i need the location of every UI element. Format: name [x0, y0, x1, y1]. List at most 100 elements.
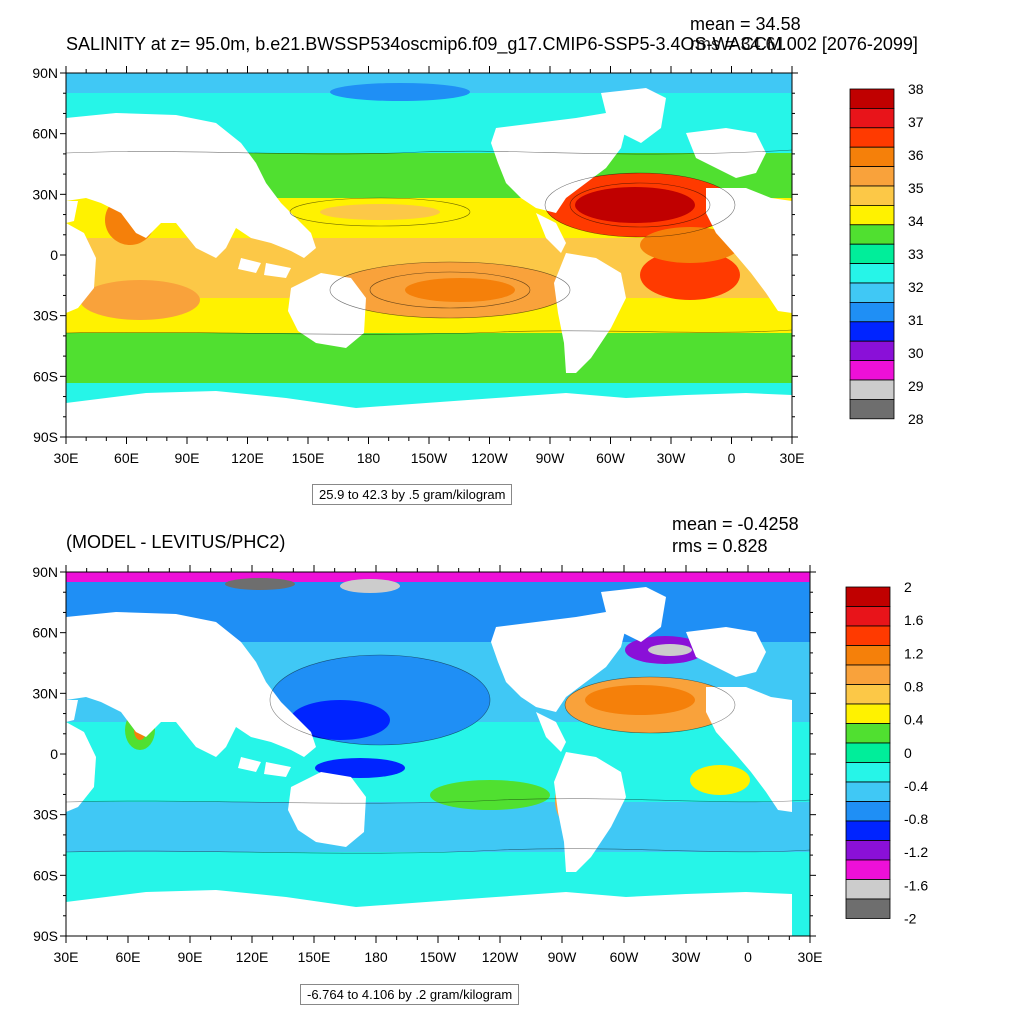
panel1-title: SALINITY at z= 95.0m, b.e21.BWSSP534oscm…	[66, 34, 918, 54]
panel1-colorbar-label: 37	[908, 114, 924, 130]
panel2-colorbar: 2 1.6 1.2 0.8 0.4 0 -0.4 -0.8 -1.2 -1.6 -2	[845, 579, 928, 927]
panel2-lon-label: 30E	[798, 949, 823, 965]
panel2-axes: 90N 60N 30N 0 30S 60S 90S 30E 60E 90E 120E 150E 180 1…	[32, 564, 822, 965]
panel1-mean: mean = 34.58	[690, 14, 801, 34]
panel2-lat-label: 60S	[33, 867, 58, 883]
panel1-lat-label: 0	[50, 247, 58, 263]
panel2-lat-label: 30N	[32, 685, 58, 701]
panel2-title: (MODEL - LEVITUS/PHC2)	[66, 532, 286, 552]
panel1-colorbar-swatch	[849, 321, 895, 342]
panel1-lon-label: 120E	[231, 450, 264, 466]
panel1-colorbar-swatch	[849, 360, 895, 381]
panel1-lat-label: 60S	[33, 368, 58, 384]
panel2-lon-label: 120W	[482, 949, 519, 965]
panel1-colorbar-label: 31	[908, 312, 924, 328]
panel2-colorbar-swatch	[845, 586, 891, 607]
panel2-lat-label: 60N	[32, 625, 58, 641]
panel1-map	[66, 73, 792, 437]
panel2-colorbar-label: 0.4	[904, 712, 924, 728]
panel1-lat-label: 30S	[33, 308, 58, 324]
panel1-lat-label: 60N	[32, 126, 58, 142]
panel2-rms: rms = 0.828	[672, 536, 768, 556]
panel2-colorbar-label: -1.6	[904, 877, 928, 893]
panel2-colorbar-swatch	[845, 840, 891, 861]
panel2-colorbar-swatch	[845, 684, 891, 705]
panel2-colorbar-swatch	[845, 645, 891, 666]
panel1-lon-label: 30W	[657, 450, 687, 466]
panel1-lon-label: 30E	[780, 450, 805, 466]
panel1-colorbar-swatch	[849, 204, 895, 226]
panel1-lon-label: 90E	[175, 450, 200, 466]
panel2-colorbar-label: -2	[904, 911, 917, 927]
panel1-colorbar-swatch	[849, 108, 895, 129]
panel2-lon-label: 90W	[548, 949, 578, 965]
panel2-colorbar-label: 1.6	[904, 612, 924, 628]
panel2-colorbar-label: -1.2	[904, 844, 928, 860]
panel1-colorbar-label: 36	[908, 147, 924, 163]
panel1-contour-note: 25.9 to 42.3 by .5 gram/kilogram	[312, 484, 513, 505]
panel1-colorbar-label: 34	[908, 213, 924, 229]
panel1-colorbar-label: 29	[908, 378, 924, 394]
panel1-colorbar-swatch	[849, 185, 895, 206]
panel1-colorbar-swatch	[849, 127, 895, 148]
panel2-colorbar-swatch	[845, 742, 891, 763]
panel2-colorbar-label: -0.4	[904, 778, 928, 794]
panel2-lat-label: 0	[50, 746, 58, 762]
panel1-colorbar-swatch	[849, 282, 895, 303]
panel1-colorbar-swatch	[849, 243, 895, 264]
panel1-colorbar-swatch	[849, 263, 895, 284]
panel2-lon-label: 60E	[116, 949, 141, 965]
panel2-lon-label: 30W	[672, 949, 702, 965]
panel2-colorbar-swatch	[845, 664, 891, 685]
panel2-colorbar-swatch	[845, 801, 891, 822]
panel2-colorbar-label: -0.8	[904, 811, 928, 827]
panel1-colorbar-swatch	[849, 146, 895, 167]
panel1-axes: 90N 60N 30N 0 30S 60S 90S 30E 60E 90E 120E 150E 180 1…	[32, 65, 804, 466]
panel2-lat-label: 90N	[32, 564, 58, 580]
panel2-colorbar-label: 1.2	[904, 645, 924, 661]
panel1-rms: rms = 34.61	[690, 34, 786, 54]
panel1-colorbar-label: 33	[908, 246, 924, 262]
panel1-lon-label: 60W	[596, 450, 626, 466]
panel1-colorbar: 38 37 36 35 34 33 32 31 30 29 28	[849, 81, 924, 427]
panel2-lon-label: 150E	[298, 949, 331, 965]
panel2-lon-label: 180	[364, 949, 388, 965]
panel2-lat-label: 30S	[33, 807, 58, 823]
panel2-lon-label: 150W	[420, 949, 457, 965]
panel1-colorbar-label: 38	[908, 81, 924, 97]
panel1-colorbar-label: 30	[908, 345, 924, 361]
panel2-lon-label: 120E	[236, 949, 269, 965]
panel2-colorbar-label: 0	[904, 745, 912, 761]
panel2-colorbar-swatch	[845, 820, 891, 841]
panel1-colorbar-swatch	[849, 88, 895, 109]
panel1-colorbar-swatch	[849, 224, 895, 245]
panel2-colorbar-label: 0.8	[904, 678, 924, 694]
panel1-lon-label: 180	[357, 450, 381, 466]
panel2-colorbar-label: 2	[904, 579, 912, 595]
panel2-contour-note: -6.764 to 4.106 by .2 gram/kilogram	[300, 984, 520, 1005]
panel2-colorbar-swatch	[845, 762, 891, 783]
panel1-lon-label: 90W	[536, 450, 566, 466]
panel2-lon-label: 30E	[54, 949, 79, 965]
panel1-colorbar-label: 28	[908, 411, 924, 427]
panel1-lat-label: 90N	[32, 65, 58, 81]
panel1-lon-label: 0	[728, 450, 736, 466]
panel1-colorbar-label: 35	[908, 180, 924, 196]
panel1-lat-label: 90S	[33, 429, 58, 445]
panel2-colorbar-swatch	[845, 723, 891, 744]
panel2-colorbar-swatch	[845, 625, 891, 646]
panel1-colorbar-swatch	[849, 379, 895, 400]
panel1-colorbar-swatch	[849, 166, 895, 187]
panel2-colorbar-swatch	[845, 781, 891, 802]
panel1-colorbar-swatch	[849, 301, 895, 323]
panel1-lon-label: 120W	[471, 450, 508, 466]
panel1-lon-label: 30E	[54, 450, 79, 466]
panel1-lon-label: 60E	[114, 450, 139, 466]
panel1-colorbar-label: 32	[908, 279, 924, 295]
panel2-colorbar-swatch	[845, 879, 891, 900]
panel1-lon-label: 150W	[411, 450, 448, 466]
panel1-lat-label: 30N	[32, 186, 58, 202]
panel2-lon-label: 90E	[178, 949, 203, 965]
panel1-lon-label: 150E	[292, 450, 325, 466]
